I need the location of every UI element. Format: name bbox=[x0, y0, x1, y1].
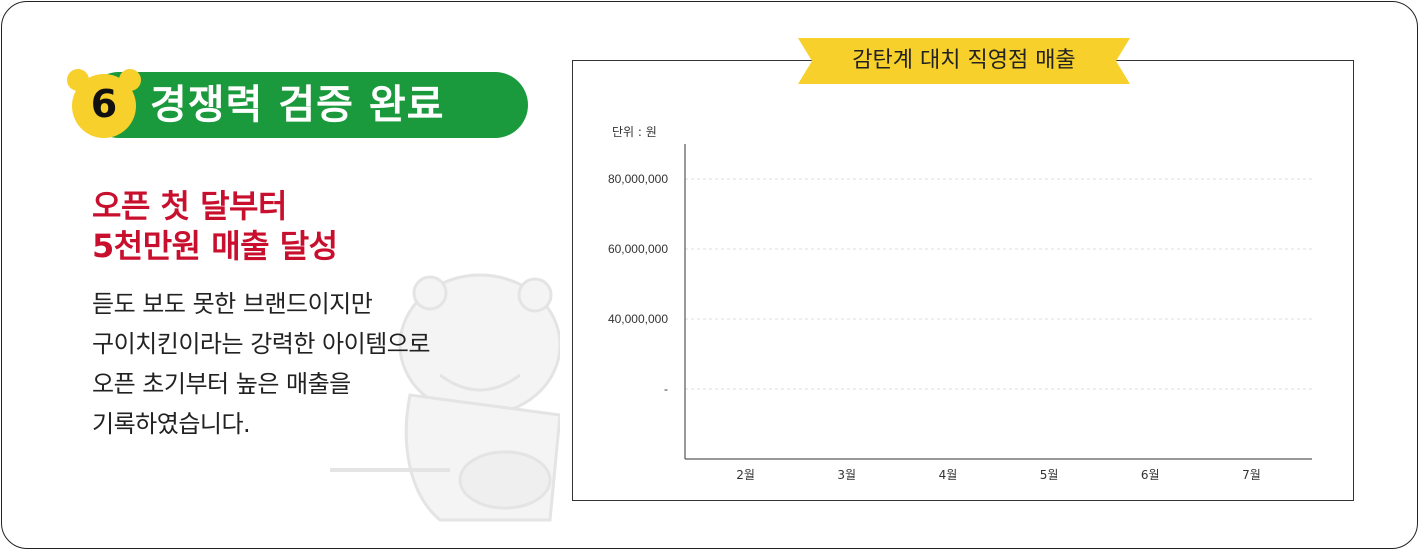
headline-line-2: 5천만원 매출 달성 bbox=[92, 227, 338, 265]
bear-mascot-watermark bbox=[330, 273, 560, 522]
body-text: 듣도 보도 못한 브랜드이지만 구이치킨이라는 강력한 아이템으로 오픈 초기부… bbox=[92, 284, 430, 444]
chart-title: 감탄계 대치 직영점 매출 bbox=[852, 48, 1076, 73]
x-tick-label: 7월 bbox=[1242, 468, 1261, 482]
sales-chart: 단위 : 원 80,000,000 60,000,000 40,000,000 - 2… bbox=[608, 125, 1312, 482]
y-tick-label: 60,000,000 bbox=[608, 242, 668, 256]
x-tick-label: 3월 bbox=[837, 468, 856, 482]
body-line-4: 기록하였습니다. bbox=[92, 410, 251, 438]
badge-title: 경쟁력 검증 완료 bbox=[150, 82, 445, 128]
body-line-2: 구이치킨이라는 강력한 아이템으로 bbox=[92, 330, 430, 358]
y-tick-label: 40,000,000 bbox=[608, 312, 668, 326]
chart-title-ribbon bbox=[798, 38, 1130, 84]
x-tick-label: 4월 bbox=[939, 468, 958, 482]
chart-frame bbox=[572, 60, 1354, 501]
badge-number: 6 bbox=[90, 82, 118, 126]
x-tick-label: 2월 bbox=[736, 468, 755, 482]
unit-label: 단위 : 원 bbox=[612, 125, 657, 139]
y-tick-label: - bbox=[664, 382, 668, 396]
body-line-3: 오픈 초기부터 높은 매출을 bbox=[92, 370, 351, 398]
headline-line-1: 오픈 첫 달부터 bbox=[92, 187, 287, 225]
x-tick-label: 6월 bbox=[1141, 468, 1160, 482]
body-line-1: 듣도 보도 못한 브랜드이지만 bbox=[92, 290, 373, 318]
y-tick-label: 80,000,000 bbox=[608, 172, 668, 186]
badge-pill bbox=[86, 72, 528, 138]
headline: 오픈 첫 달부터 5천만원 매출 달성 bbox=[92, 186, 338, 266]
x-tick-label: 5월 bbox=[1040, 468, 1059, 482]
bear-head-icon bbox=[67, 69, 141, 138]
